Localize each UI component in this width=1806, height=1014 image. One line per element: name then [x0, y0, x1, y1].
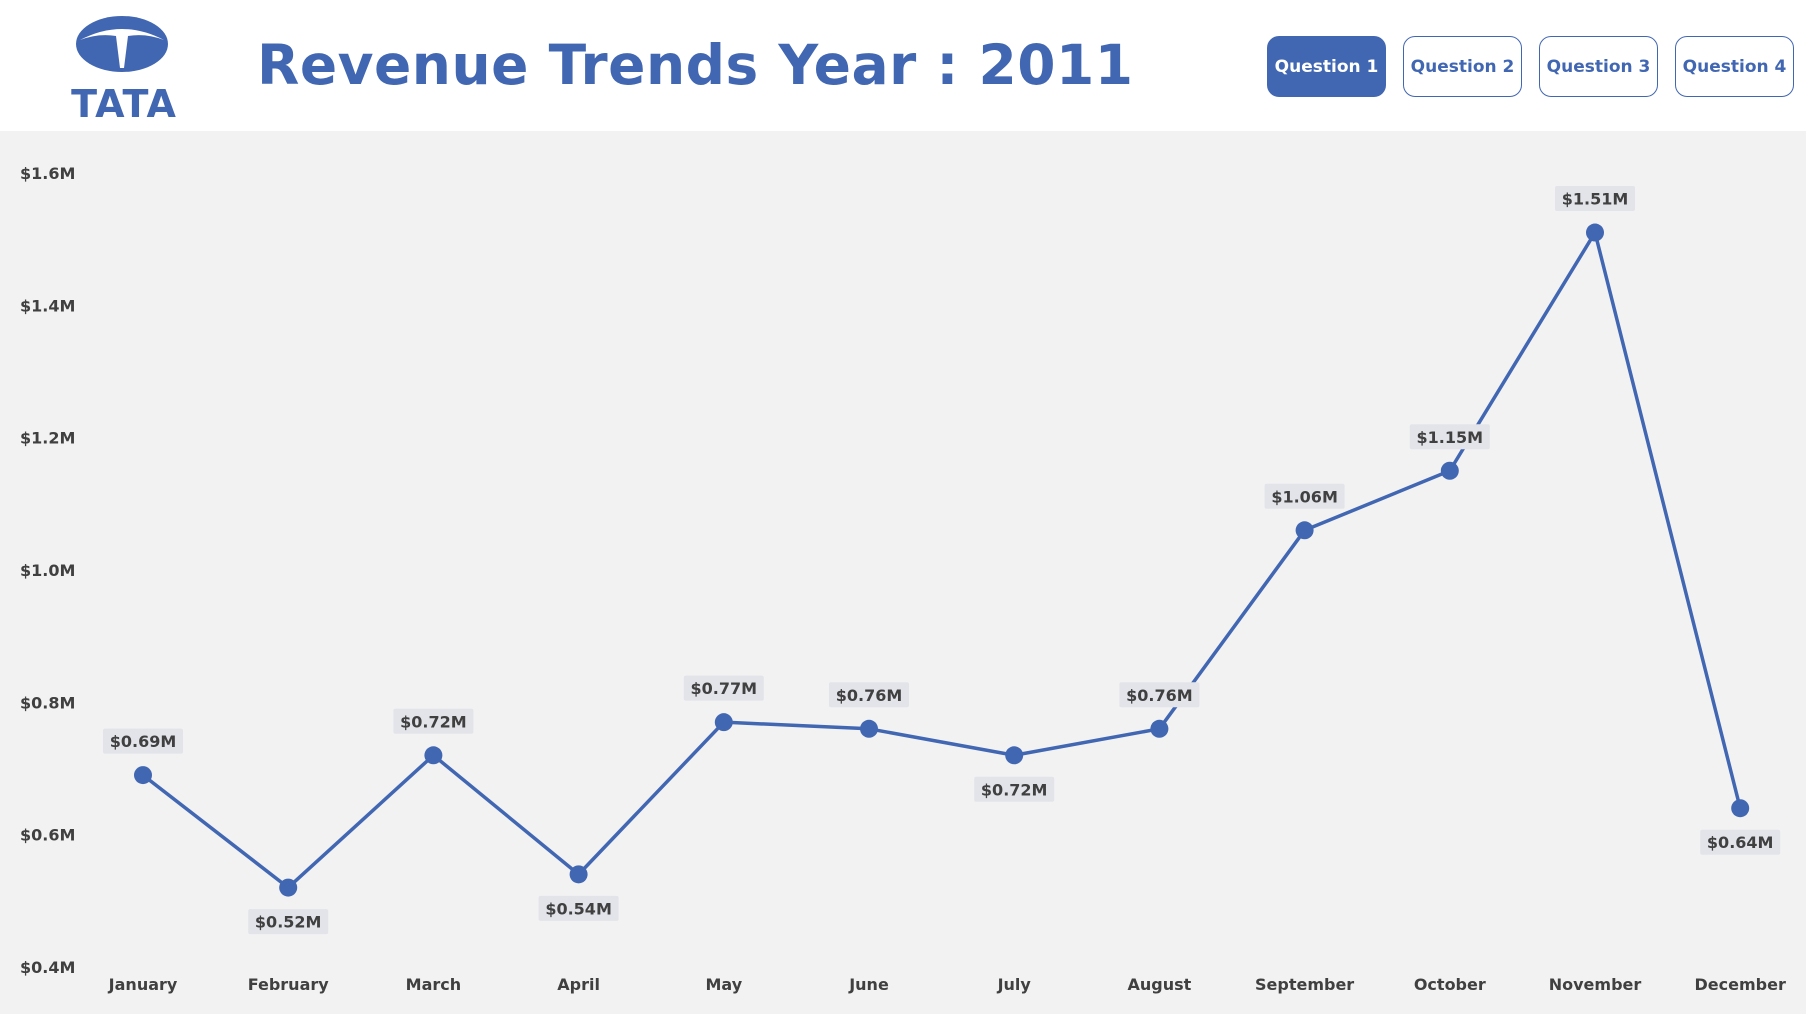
- data-label: $0.52M: [255, 913, 322, 932]
- data-label: $0.64M: [1707, 833, 1774, 852]
- logo-wordmark: TATA: [71, 82, 177, 120]
- data-point: [1295, 521, 1314, 540]
- data-label-bg: [1700, 829, 1781, 855]
- data-label-bg: [248, 909, 329, 935]
- revenue-line-chart: $0.4M $0.6M $0.8M $1.0M $1.2M $1.4M $1.6M Janu…: [20, 164, 1786, 994]
- data-label-bg: [829, 682, 909, 708]
- data-label-bg: [393, 708, 474, 734]
- header-bar: TATA Revenue Trends Year : 2011 Question…: [0, 0, 1806, 131]
- data-label: $0.76M: [836, 686, 903, 705]
- y-axis: $0.4M $0.6M $0.8M $1.0M $1.2M $1.4M $1.6M: [20, 164, 75, 977]
- x-tick-label: June: [848, 975, 889, 994]
- data-label-bg: [1409, 424, 1490, 450]
- x-tick-label: October: [1414, 975, 1486, 994]
- x-tick-label: September: [1255, 975, 1354, 994]
- data-point: [714, 713, 733, 732]
- data-point: [860, 719, 878, 738]
- data-label: $0.72M: [400, 712, 467, 731]
- x-tick-label: April: [557, 975, 600, 994]
- data-label: $1.51M: [1562, 190, 1629, 209]
- data-label: $0.77M: [691, 679, 758, 698]
- data-point: [424, 746, 443, 765]
- data-label-bg: [1555, 186, 1635, 212]
- y-tick-label: $1.4M: [20, 296, 75, 315]
- data-points: [134, 223, 1750, 897]
- x-tick-label: August: [1128, 975, 1192, 994]
- x-tick-label: December: [1695, 975, 1786, 994]
- x-tick-label: March: [406, 975, 461, 994]
- question-1-button[interactable]: Question 1: [1267, 36, 1386, 97]
- data-point: [134, 766, 152, 785]
- y-tick-label: $1.0M: [20, 561, 75, 580]
- data-label-bg: [1119, 682, 1200, 708]
- page-title: Revenue Trends Year : 2011: [257, 33, 1134, 97]
- data-label: $1.15M: [1417, 428, 1484, 447]
- y-tick-label: $0.4M: [20, 958, 75, 977]
- question-4-button[interactable]: Question 4: [1675, 36, 1794, 97]
- data-label: $0.76M: [1126, 686, 1193, 705]
- x-tick-label: November: [1549, 975, 1642, 994]
- data-point: [279, 878, 298, 897]
- data-label: $1.06M: [1271, 487, 1338, 506]
- data-point: [1586, 223, 1604, 242]
- y-tick-label: $0.8M: [20, 693, 75, 712]
- data-point: [1440, 461, 1459, 480]
- x-tick-label: July: [997, 975, 1032, 994]
- data-label: $0.72M: [981, 780, 1048, 799]
- data-label-bg: [1264, 483, 1345, 509]
- data-point: [569, 865, 588, 884]
- data-point: [1005, 746, 1024, 765]
- revenue-series-line: [141, 230, 1742, 890]
- data-label-bg: [974, 776, 1055, 802]
- question-2-button[interactable]: Question 2: [1403, 36, 1522, 97]
- data-label-bg: [683, 675, 764, 701]
- data-label-bg: [538, 895, 619, 921]
- x-tick-label: January: [108, 975, 178, 994]
- y-tick-label: $0.6M: [20, 826, 75, 845]
- x-tick-label: May: [705, 975, 742, 994]
- data-label: $0.69M: [110, 732, 177, 751]
- question-3-button[interactable]: Question 3: [1539, 36, 1658, 97]
- tata-logo: TATA: [71, 16, 177, 120]
- y-tick-label: $1.6M: [20, 164, 75, 183]
- data-labels: $0.69M $0.52M $0.72M $0.54M $0.77M $0.76M $0.7…: [103, 186, 1781, 935]
- y-tick-label: $1.2M: [20, 429, 75, 448]
- data-point: [1150, 719, 1169, 738]
- data-label: $0.54M: [545, 899, 612, 918]
- data-point: [1731, 799, 1750, 818]
- x-tick-label: February: [248, 975, 330, 994]
- x-axis: January February March April May June July Augu…: [108, 975, 1786, 994]
- data-label-bg: [103, 728, 183, 754]
